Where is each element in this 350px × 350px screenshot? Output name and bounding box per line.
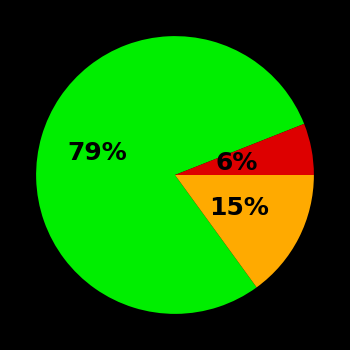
Wedge shape [36,36,304,314]
Wedge shape [175,124,314,175]
Wedge shape [175,175,314,287]
Text: 15%: 15% [209,196,269,220]
Text: 6%: 6% [215,151,258,175]
Text: 79%: 79% [68,141,127,164]
